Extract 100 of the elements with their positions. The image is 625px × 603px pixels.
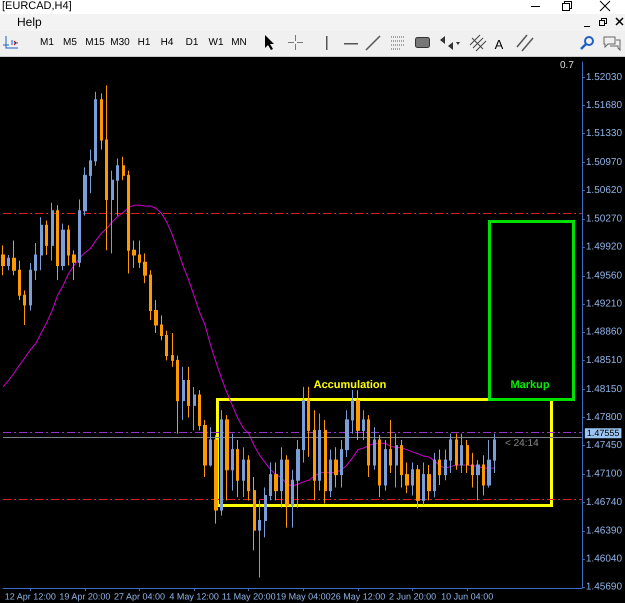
candlestick <box>203 419 207 478</box>
candlestick <box>160 314 163 341</box>
line-series <box>2 204 495 486</box>
candlestick <box>225 414 229 501</box>
candlestick <box>138 240 141 268</box>
candlestick <box>460 433 463 474</box>
candlestick <box>198 390 201 431</box>
candlestick <box>23 290 26 326</box>
candlestick <box>149 270 152 321</box>
y-tick-label: 1.48510 <box>586 354 622 366</box>
y-tick-label: 1.49920 <box>586 241 622 252</box>
x-tick-label: 11 May 20:00 <box>222 592 276 602</box>
candlestick <box>67 224 70 266</box>
candlestick <box>187 366 190 418</box>
candlestick <box>269 462 272 501</box>
candlestick <box>258 500 261 578</box>
candlestick <box>291 469 294 528</box>
candlestick <box>176 355 179 434</box>
candlestick <box>487 440 491 488</box>
candlestick <box>455 433 458 470</box>
candlestick <box>100 92 103 150</box>
candlestick <box>94 91 97 166</box>
text: M30 <box>109 37 131 48</box>
y-tick-label: 1.50270 <box>586 213 622 224</box>
candlestick <box>264 486 267 538</box>
candlestick <box>12 240 16 276</box>
candlestick <box>416 464 420 509</box>
x-tick-label: 26 May 12:00 <box>330 592 386 602</box>
y-tick-label: 1.47800 <box>586 412 622 423</box>
annotation: < 24:14 <box>505 438 540 449</box>
candlestick <box>61 223 65 271</box>
text: MN <box>230 37 248 48</box>
y-tick-label: 1.50970 <box>586 157 622 168</box>
y-tick-label: 1.50620 <box>586 185 622 196</box>
ref-line-label: 1.47555 <box>586 428 620 438</box>
candlestick <box>274 462 278 501</box>
candlestick <box>400 440 403 488</box>
candlestick <box>384 440 387 492</box>
candlestick <box>132 240 136 268</box>
candlestick <box>165 330 168 361</box>
text: M5 <box>62 37 78 48</box>
candlestick <box>389 419 392 474</box>
y-tick-label: 1.49210 <box>586 298 622 310</box>
text: D1 <box>184 37 200 48</box>
annotation: 0.7 <box>560 60 574 71</box>
candlestick <box>444 449 447 481</box>
y-tick-label: 1.46040 <box>586 554 622 565</box>
candlestick <box>1 244 5 276</box>
candlestick <box>340 440 343 488</box>
candlestick <box>242 446 245 498</box>
y-tick-label: 1.46390 <box>586 525 622 536</box>
x-tick-label: 12 Apr 12:00 <box>4 592 56 602</box>
candlestick <box>111 170 114 254</box>
annotation: Markup <box>509 379 551 391</box>
candlestick <box>193 386 196 431</box>
y-tick-label: 1.51330 <box>586 128 622 140</box>
candlestick <box>345 410 349 458</box>
candlestick <box>367 414 370 478</box>
candlestick <box>307 386 310 458</box>
candlestick <box>427 464 431 501</box>
candlestick <box>182 366 185 420</box>
candlestick <box>83 166 87 216</box>
candlestick <box>236 440 239 498</box>
candlestick <box>296 440 300 508</box>
candlestick <box>105 84 108 251</box>
text: H4 <box>160 37 174 48</box>
candlestick <box>378 434 381 498</box>
y-tick-label: 1.45690 <box>586 582 622 593</box>
candlestick <box>285 454 289 528</box>
candlestick <box>449 433 452 474</box>
candlestick <box>422 462 425 506</box>
candlestick <box>40 216 43 271</box>
text: A <box>494 37 504 52</box>
candlestick <box>318 412 321 492</box>
candlestick <box>351 390 354 434</box>
y-tick-label: 1.51680 <box>586 100 622 111</box>
y-tick-label: 1.48150 <box>586 384 622 395</box>
candlestick <box>143 252 147 284</box>
candlestick <box>471 452 474 488</box>
candlestick <box>411 462 414 496</box>
candlestick <box>302 386 305 464</box>
candlestick <box>209 426 212 468</box>
candlestick <box>313 410 316 501</box>
candlestick <box>45 220 48 256</box>
candlestick <box>34 242 37 280</box>
candlestick <box>476 460 480 501</box>
candlestick <box>466 440 469 474</box>
text: M15 <box>84 37 106 48</box>
candlestick <box>7 254 10 271</box>
candlestick <box>29 262 32 312</box>
candlestick <box>231 433 234 492</box>
x-tick-label: 4 May 12:00 <box>169 592 219 602</box>
candlestick <box>56 204 59 280</box>
candlestick <box>51 202 54 262</box>
y-tick-label: 1.48860 <box>586 326 622 338</box>
candlestick <box>220 410 223 516</box>
text: W1 <box>208 37 224 48</box>
candlestick <box>433 452 436 498</box>
candlestick <box>405 462 409 494</box>
annotation: Accumulation <box>312 379 388 391</box>
